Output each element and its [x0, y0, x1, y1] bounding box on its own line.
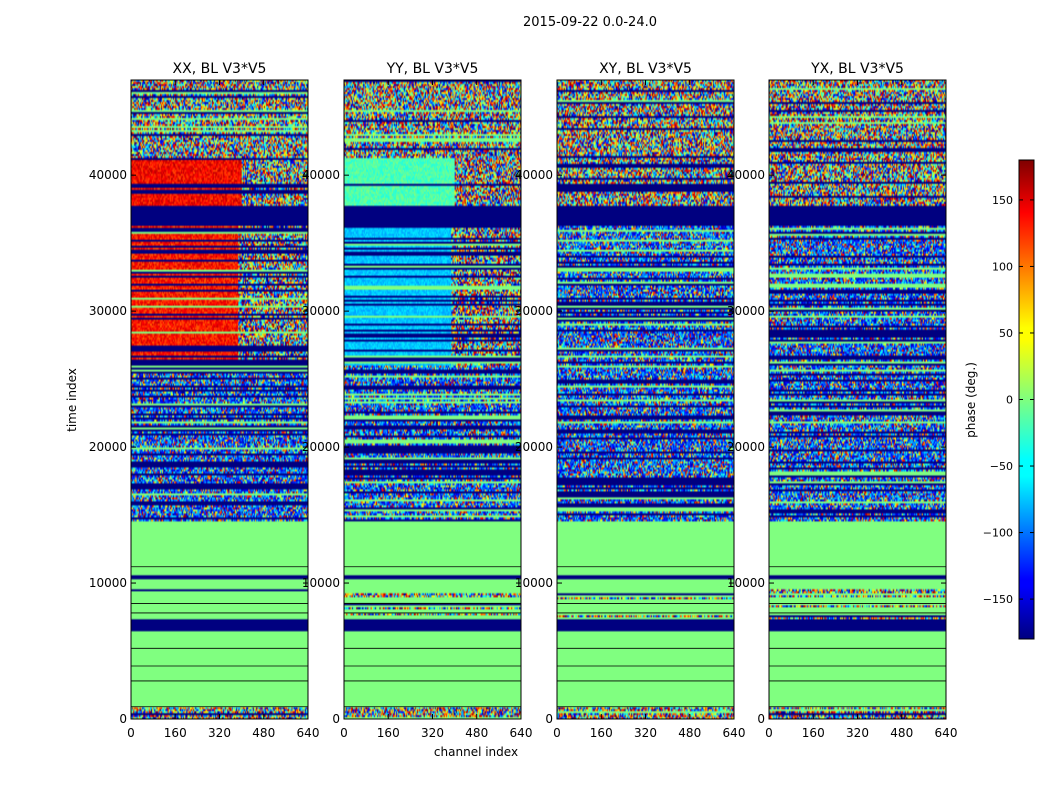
- x-tick-label: 320: [846, 726, 869, 740]
- panel-4: YX, BL V3*V5 0 160 320 480 640 0 10000 20000 3000…: [727, 61, 958, 740]
- x-tick-label: 480: [465, 726, 488, 740]
- heatmap-image-1: [131, 80, 308, 719]
- panel-title: XY, BL V3*V5: [599, 61, 692, 77]
- heatmap-image-2: [344, 80, 521, 719]
- x-tick-label: 640: [297, 726, 320, 740]
- y-tick-label: 20000: [515, 440, 553, 454]
- y-tick-label: 30000: [302, 304, 340, 318]
- figure-title: 2015-09-22 0.0-24.0: [523, 15, 657, 30]
- y-tick-label: 40000: [515, 168, 553, 182]
- panels: XX, BL V3*V5 0 160 320 480 640 0 10000 20000 3000…: [89, 61, 958, 740]
- y-tick-label: 20000: [89, 440, 127, 454]
- y-tick-label: 40000: [727, 168, 765, 182]
- colorbar-ticks: 150 100 50 0 −50 −100 −150: [983, 194, 1034, 606]
- y-tick-label: 30000: [727, 304, 765, 318]
- x-tick-label: 0: [553, 726, 561, 740]
- colorbar-tick-label: 100: [992, 260, 1013, 273]
- colorbar-tick-label: −100: [983, 527, 1013, 540]
- heatmap-image-4: [769, 80, 946, 719]
- y-tick-label: 40000: [89, 168, 127, 182]
- x-tick-label: 320: [634, 726, 657, 740]
- colorbar-tick-label: −150: [983, 593, 1013, 606]
- y-tick-label: 30000: [89, 304, 127, 318]
- panel-1: XX, BL V3*V5 0 160 320 480 640 0 10000 20000 3000…: [89, 61, 320, 740]
- x-tick-label: 640: [510, 726, 533, 740]
- x-tick-label: 640: [723, 726, 746, 740]
- y-axis-label: time index: [65, 368, 79, 432]
- y-tick-label: 10000: [727, 576, 765, 590]
- x-tick-label: 320: [208, 726, 231, 740]
- y-tick-label: 0: [757, 712, 765, 726]
- y-tick-label: 10000: [515, 576, 553, 590]
- panel-title: YY, BL V3*V5: [386, 61, 479, 77]
- x-tick-label: 0: [340, 726, 348, 740]
- y-tick-label: 0: [545, 712, 553, 726]
- panel-title: YX, BL V3*V5: [810, 61, 904, 77]
- y-tick-label: 10000: [302, 576, 340, 590]
- x-tick-label: 160: [164, 726, 187, 740]
- colorbar: 150 100 50 0 −50 −100 −150 phase (deg.): [964, 159, 1035, 640]
- x-tick-label: 160: [802, 726, 825, 740]
- colorbar-label: phase (deg.): [964, 362, 978, 438]
- y-tick-label: 0: [332, 712, 340, 726]
- x-tick-label: 0: [127, 726, 135, 740]
- x-tick-label: 0: [765, 726, 773, 740]
- y-tick-label: 20000: [302, 440, 340, 454]
- panel-2: YY, BL V3*V5 0 160 320 480 640 0 10000 20000 3000…: [302, 61, 533, 740]
- y-tick-label: 0: [119, 712, 127, 726]
- panel-3: XY, BL V3*V5 0 160 320 480 640 0 10000 20000 3000…: [515, 61, 746, 740]
- y-tick-label: 40000: [302, 168, 340, 182]
- panel-title: XX, BL V3*V5: [173, 61, 267, 77]
- colorbar-tick-label: −50: [990, 460, 1013, 473]
- x-tick-label: 160: [590, 726, 613, 740]
- x-tick-label: 480: [890, 726, 913, 740]
- y-tick-label: 10000: [89, 576, 127, 590]
- y-tick-label: 20000: [727, 440, 765, 454]
- colorbar-tick-label: 50: [999, 327, 1013, 340]
- x-tick-label: 320: [421, 726, 444, 740]
- x-tick-label: 480: [678, 726, 701, 740]
- colorbar-tick-label: 150: [992, 194, 1013, 207]
- x-tick-label: 640: [935, 726, 958, 740]
- x-tick-label: 480: [252, 726, 275, 740]
- x-tick-label: 160: [377, 726, 400, 740]
- y-tick-label: 30000: [515, 304, 553, 318]
- x-axis-label: channel index: [434, 745, 518, 759]
- colorbar-tick-label: 0: [1006, 394, 1013, 407]
- heatmap-image-3: [557, 80, 734, 719]
